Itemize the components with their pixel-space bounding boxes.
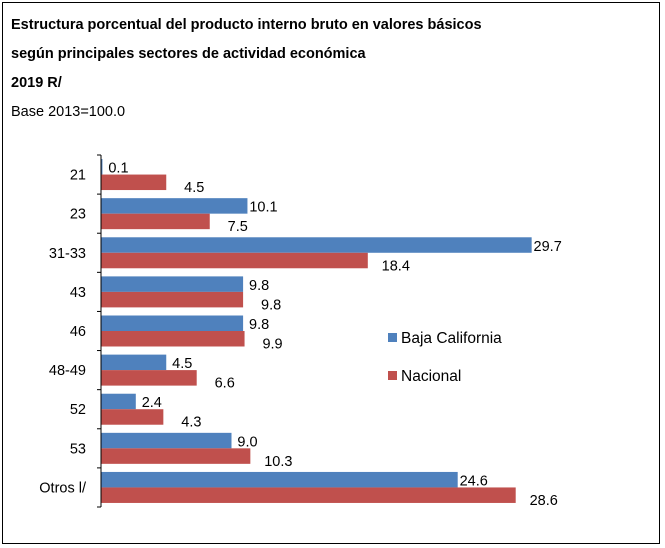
data-label: 9.8 xyxy=(261,297,281,313)
bar-baja-california xyxy=(101,198,248,214)
bar-baja-california xyxy=(101,237,532,253)
data-label: 4.5 xyxy=(172,356,192,372)
category-tick-label: 52 xyxy=(70,402,86,418)
bar-nacional xyxy=(101,252,368,269)
data-label: 18.4 xyxy=(382,258,410,274)
category-tick-label: 21 xyxy=(70,168,86,184)
chart-title-line-1: Estructura porcentual del producto inter… xyxy=(11,17,482,33)
data-label: 28.6 xyxy=(530,493,558,509)
data-label: 2.4 xyxy=(142,395,162,411)
data-label: 7.5 xyxy=(228,219,248,235)
legend-label: Nacional xyxy=(401,368,461,385)
bar-nacional xyxy=(101,291,244,308)
legend-swatch xyxy=(388,371,397,380)
data-label: 9.8 xyxy=(249,278,269,294)
data-label: 9.9 xyxy=(262,337,282,353)
bar-baja-california xyxy=(101,276,244,292)
bar-nacional xyxy=(101,331,245,347)
legend-swatch xyxy=(388,333,397,342)
category-tick-label: 53 xyxy=(70,441,86,457)
category-tick-label: 48-49 xyxy=(49,363,86,379)
bar-nacional xyxy=(101,174,167,191)
bar-baja-california xyxy=(101,354,167,371)
category-tick-label: 46 xyxy=(70,324,86,340)
category-tick-label: 31-33 xyxy=(49,246,86,262)
data-label: 9.0 xyxy=(237,434,257,450)
bar-baja-california xyxy=(101,159,103,175)
category-tick-label: Otros l/ xyxy=(39,480,87,496)
chart-subtitle: Base 2013=100.0 xyxy=(11,104,126,120)
data-label: 0.1 xyxy=(108,161,128,177)
data-label: 4.3 xyxy=(181,415,201,431)
bar-baja-california xyxy=(101,471,458,488)
data-label: 10.3 xyxy=(264,454,292,470)
category-tick-label: 43 xyxy=(70,285,86,301)
chart-title-line-3: 2019 R/ xyxy=(11,75,62,91)
data-label: 4.5 xyxy=(184,180,204,196)
chart-title-line-2: según principales sectores de actividad … xyxy=(11,46,366,62)
bar-nacional xyxy=(101,409,164,425)
data-label: 10.1 xyxy=(249,200,277,216)
bar-baja-california xyxy=(101,315,244,331)
category-tick-label: 23 xyxy=(70,207,86,223)
data-label: 29.7 xyxy=(534,239,562,255)
bar-nacional xyxy=(101,448,251,464)
data-label: 9.8 xyxy=(249,317,269,333)
bar-nacional xyxy=(101,213,210,230)
bar-nacional xyxy=(101,487,516,503)
legend-label: Baja California xyxy=(401,330,502,347)
bar-nacional xyxy=(101,370,197,386)
bar-baja-california xyxy=(101,432,232,449)
bar-baja-california xyxy=(101,393,136,410)
data-label: 24.6 xyxy=(460,473,488,489)
data-label: 6.6 xyxy=(215,376,235,392)
